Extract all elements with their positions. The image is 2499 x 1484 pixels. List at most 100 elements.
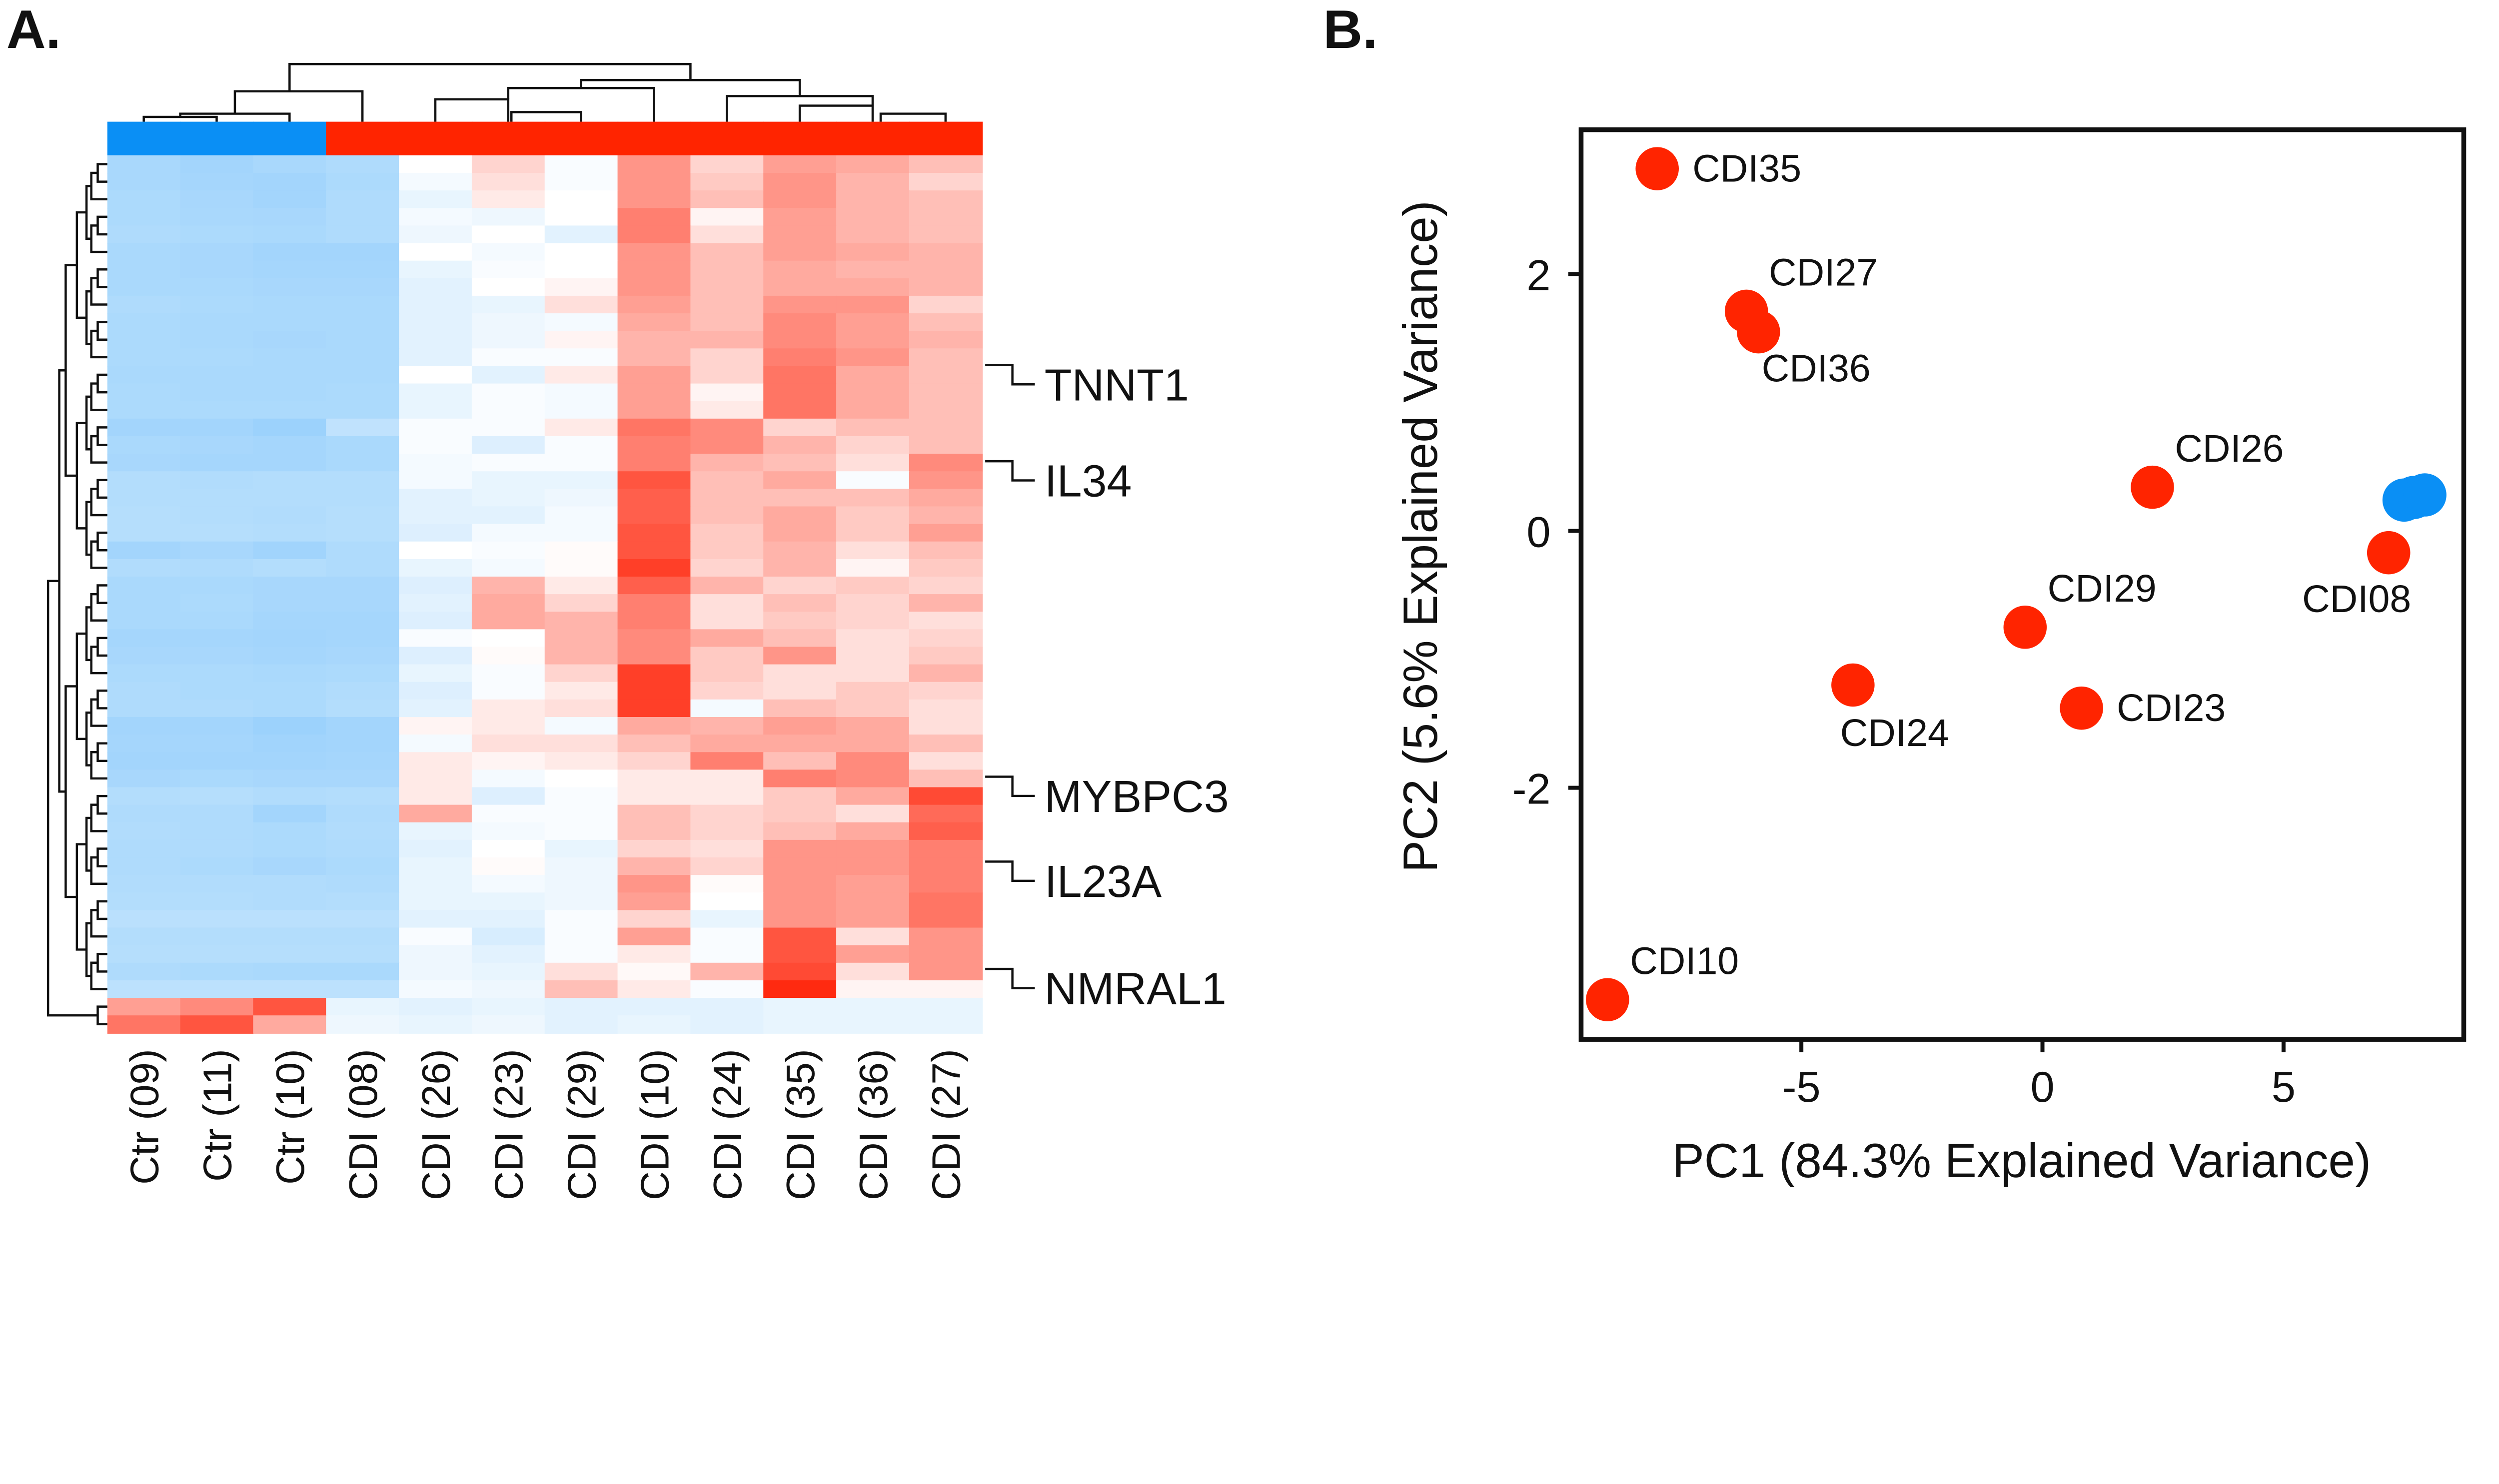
heatmap-cell xyxy=(909,383,983,402)
heatmap-cell xyxy=(909,769,983,788)
heatmap-cell xyxy=(253,664,327,683)
heatmap-cell xyxy=(253,524,327,543)
heatmap-cell xyxy=(107,225,181,244)
heatmap-cell xyxy=(471,612,546,630)
heatmap-cell xyxy=(107,804,181,823)
heatmap-cell xyxy=(399,857,473,876)
point-label: CDI35 xyxy=(1692,147,1801,190)
heatmap-cell xyxy=(836,699,910,718)
heatmap-cell xyxy=(326,594,400,613)
heatmap-cell xyxy=(180,735,254,753)
heatmap-cell xyxy=(326,945,400,964)
heatmap-cell xyxy=(836,927,910,946)
heatmap-cell xyxy=(399,436,473,455)
row-dendrogram-branch xyxy=(96,373,107,394)
heatmap-cell xyxy=(326,348,400,367)
heatmap-cell xyxy=(471,717,546,736)
heatmap-cell xyxy=(326,576,400,595)
heatmap-cell xyxy=(544,717,619,736)
heatmap-cell xyxy=(107,699,181,718)
heatmap-cell xyxy=(763,278,837,297)
heatmap-cell xyxy=(253,647,327,666)
heatmap-cell xyxy=(180,155,254,174)
heatmap-cell xyxy=(690,962,764,981)
heatmap-cell xyxy=(399,454,473,472)
heatmap-cell xyxy=(836,998,910,1016)
heatmap-cell xyxy=(399,980,473,999)
heatmap-cell xyxy=(326,366,400,385)
column-label: Ctr (09) xyxy=(122,1049,167,1185)
heatmap-cell xyxy=(544,769,619,788)
heatmap-cell xyxy=(544,699,619,718)
heatmap-cell xyxy=(909,699,983,718)
heatmap-cell xyxy=(326,489,400,508)
heatmap-cell xyxy=(326,980,400,999)
heatmap-cell xyxy=(690,857,764,876)
heatmap-cell xyxy=(544,278,619,297)
heatmap-cell xyxy=(471,155,546,174)
heatmap-cell xyxy=(471,418,546,437)
heatmap-cell xyxy=(617,839,692,858)
heatmap-cell xyxy=(180,717,254,736)
heatmap-cell xyxy=(763,173,837,191)
dendrogram-branch xyxy=(434,98,510,122)
heatmap-cell xyxy=(690,822,764,841)
heatmap-cell xyxy=(399,278,473,297)
heatmap-cell xyxy=(690,664,764,683)
heatmap-cell xyxy=(326,735,400,753)
heatmap-cell xyxy=(326,927,400,946)
heatmap-cell xyxy=(107,260,181,279)
heatmap-cell xyxy=(326,331,400,349)
row-dendrogram-branch xyxy=(90,909,107,938)
heatmap-cell xyxy=(544,822,619,841)
heatmap-cell xyxy=(544,857,619,876)
heatmap-cell xyxy=(544,208,619,227)
heatmap-cell xyxy=(107,155,181,174)
pca-panel: -5 0 5 2 0 -2 CDI35 CDI27 CDI36 CDI26 CDI29 CDI24… xyxy=(1394,127,2467,1188)
heatmap-cell xyxy=(909,857,983,876)
heatmap-cell xyxy=(399,839,473,858)
heatmap-cell xyxy=(471,594,546,613)
heatmap-cell xyxy=(690,348,764,367)
heatmap-cell xyxy=(399,348,473,367)
heatmap-cell xyxy=(763,857,837,876)
heatmap-cell xyxy=(617,647,692,666)
heatmap-cell xyxy=(690,471,764,490)
heatmap-cell xyxy=(909,998,983,1016)
heatmap-cell xyxy=(107,1015,181,1034)
y-tick-label: 2 xyxy=(1526,251,1550,299)
heatmap-cell xyxy=(180,208,254,227)
x-tick-label: 0 xyxy=(2030,1063,2054,1111)
heatmap-cell xyxy=(107,787,181,806)
heatmap-cell xyxy=(326,418,400,437)
row-dendrogram-branch xyxy=(75,632,87,741)
heatmap-cell xyxy=(326,875,400,893)
plot-frame xyxy=(1578,127,2467,1042)
heatmap-cell xyxy=(107,927,181,946)
heatmap-cell xyxy=(253,418,327,437)
heatmap-cell xyxy=(471,857,546,876)
heatmap-cell xyxy=(471,243,546,262)
heatmap-cell xyxy=(836,225,910,244)
pca-point-cdi xyxy=(2060,686,2103,730)
heatmap-cell xyxy=(617,295,692,314)
heatmap-cell xyxy=(471,313,546,332)
heatmap-cell xyxy=(107,541,181,560)
heatmap-cell xyxy=(107,735,181,753)
heatmap-cell xyxy=(326,383,400,402)
heatmap-cell xyxy=(471,454,546,472)
heatmap-cell xyxy=(836,401,910,420)
heatmap-cell xyxy=(617,260,692,279)
heatmap-cell xyxy=(544,225,619,244)
heatmap-cell xyxy=(253,945,327,964)
heatmap-cell xyxy=(617,225,692,244)
heatmap-cell xyxy=(471,1015,546,1034)
heatmap-cell xyxy=(763,401,837,420)
heatmap-cell xyxy=(180,541,254,560)
row-dendrogram xyxy=(46,163,107,1025)
heatmap-cell xyxy=(471,278,546,297)
point-label: CDI10 xyxy=(1630,939,1739,982)
row-dendrogram-branch xyxy=(90,593,107,622)
heatmap-cell xyxy=(763,752,837,770)
heatmap-cell xyxy=(617,857,692,876)
